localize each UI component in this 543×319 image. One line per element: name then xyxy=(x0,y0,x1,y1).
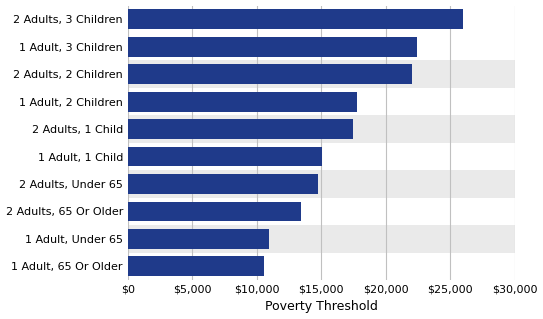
Bar xyxy=(128,253,515,280)
Bar xyxy=(128,88,515,115)
Bar xyxy=(128,225,515,253)
Bar xyxy=(128,174,319,194)
Bar xyxy=(128,9,463,29)
Bar xyxy=(128,37,418,56)
Bar xyxy=(128,147,321,167)
Bar xyxy=(128,198,515,225)
Bar xyxy=(128,92,357,112)
Bar xyxy=(128,60,515,88)
Bar xyxy=(128,143,515,170)
Bar xyxy=(128,229,269,249)
Bar xyxy=(128,119,353,139)
Bar xyxy=(128,256,264,276)
Bar xyxy=(128,33,515,60)
Bar xyxy=(128,115,515,143)
Bar xyxy=(128,170,515,198)
Bar xyxy=(128,202,301,221)
Bar xyxy=(128,64,412,84)
Bar xyxy=(128,5,515,33)
X-axis label: Poverty Threshold: Poverty Threshold xyxy=(265,300,378,314)
